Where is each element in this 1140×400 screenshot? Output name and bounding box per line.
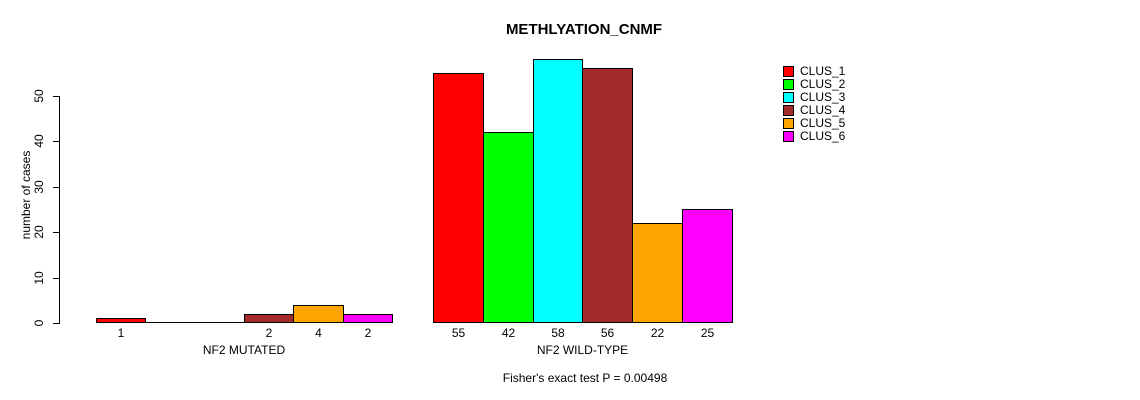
bar-value-label: 4 <box>315 326 322 340</box>
fisher-test-annotation: Fisher's exact test P = 0.00498 <box>502 371 668 385</box>
bar-clus_6-mutated <box>343 314 393 323</box>
y-axis-tick <box>53 323 60 324</box>
legend-label: CLUS_5 <box>800 116 846 130</box>
y-tick-label: 20 <box>32 225 46 239</box>
legend-swatch-icon <box>783 131 794 142</box>
legend-item-clus_2: CLUS_2 <box>783 77 846 91</box>
y-axis-tick <box>53 141 60 142</box>
bar-value-label: 58 <box>551 326 565 340</box>
bar-value-label: 22 <box>650 326 665 340</box>
legend-item-clus_4: CLUS_4 <box>783 103 846 117</box>
bar-value-label: 25 <box>700 326 715 340</box>
bar-value-label: 2 <box>364 326 372 340</box>
y-tick-label: 30 <box>32 180 46 194</box>
legend-label: CLUS_4 <box>800 103 846 117</box>
legend-label: CLUS_1 <box>800 64 846 78</box>
group-label-nf2-mutated: NF2 MUTATED <box>202 343 286 357</box>
y-axis-tick <box>53 96 60 97</box>
bar-clus_3-wild-type <box>533 59 583 323</box>
bar-clus_2-wild-type <box>483 132 534 323</box>
y-axis-tick <box>53 232 60 233</box>
bar-value-label: 1 <box>117 326 125 340</box>
y-tick-label: 40 <box>32 134 46 148</box>
zero-bar-clus_3-mutated <box>195 322 245 323</box>
y-tick-label: 50 <box>32 89 46 103</box>
legend: CLUS_1 CLUS_2 CLUS_3 CLUS_4 CLUS_5 CLUS_6 <box>783 64 846 144</box>
bar-clus_5-mutated <box>293 305 344 323</box>
legend-item-clus_1: CLUS_1 <box>783 64 846 78</box>
legend-swatch-icon <box>783 79 794 90</box>
bar-value-label: 56 <box>600 326 615 340</box>
legend-item-clus_3: CLUS_3 <box>783 90 846 104</box>
legend-item-clus_5: CLUS_5 <box>783 116 846 130</box>
bar-clus_1-mutated <box>96 318 146 323</box>
y-axis-tick <box>53 278 60 279</box>
bar-value-label: 55 <box>451 326 466 340</box>
zero-bar-clus_2-mutated <box>145 322 196 323</box>
y-tick-label: 10 <box>32 271 46 285</box>
legend-swatch-icon <box>783 66 794 77</box>
legend-item-clus_6: CLUS_6 <box>783 129 846 143</box>
legend-label: CLUS_3 <box>800 90 846 104</box>
legend-label: CLUS_2 <box>800 77 846 91</box>
bar-clus_1-wild-type <box>433 73 484 323</box>
y-axis-line <box>59 96 60 324</box>
y-tick-label: 0 <box>32 319 46 327</box>
legend-label: CLUS_6 <box>800 129 846 143</box>
bar-value-label: 42 <box>501 326 516 340</box>
bar-clus_5-wild-type <box>632 223 683 323</box>
legend-swatch-icon <box>783 92 794 103</box>
chart-title: METHLYATION_CNMF <box>505 21 663 38</box>
legend-swatch-icon <box>783 118 794 129</box>
y-axis-title: number of cases <box>19 150 33 240</box>
y-axis-tick <box>53 187 60 188</box>
bar-clus_4-mutated <box>244 314 294 323</box>
bar-clus_6-wild-type <box>682 209 733 323</box>
legend-swatch-icon <box>783 105 794 116</box>
group-label-nf2-wild-type: NF2 WILD-TYPE <box>536 343 629 357</box>
bar-clus_4-wild-type <box>582 68 633 323</box>
bar-value-label: 2 <box>265 326 273 340</box>
